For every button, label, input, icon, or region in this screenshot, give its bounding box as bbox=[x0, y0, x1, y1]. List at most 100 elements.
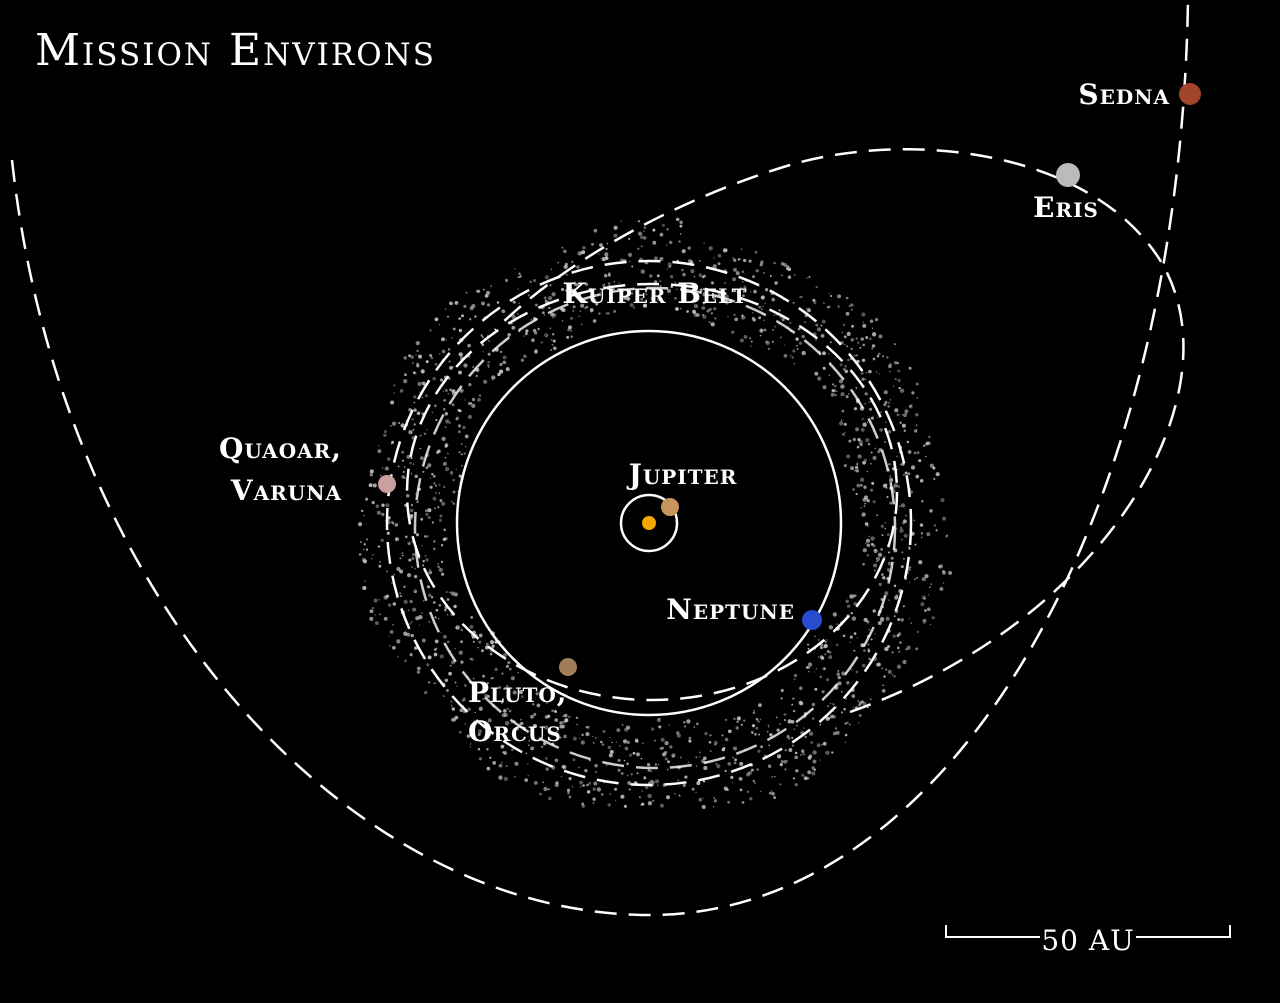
belt-dot bbox=[465, 723, 466, 724]
belt-dot bbox=[602, 743, 605, 746]
belt-dot bbox=[514, 776, 515, 777]
belt-dot bbox=[884, 522, 886, 524]
belt-dot bbox=[809, 754, 813, 758]
belt-dot bbox=[845, 698, 847, 700]
belt-dot bbox=[758, 316, 761, 319]
belt-dot bbox=[427, 585, 430, 588]
belt-dot bbox=[844, 335, 847, 338]
belt-dot bbox=[920, 602, 924, 606]
belt-dot bbox=[850, 348, 852, 350]
belt-dot bbox=[874, 549, 878, 553]
belt-dot bbox=[377, 511, 381, 515]
body-label: Pluto, bbox=[468, 676, 568, 709]
belt-dot bbox=[381, 513, 384, 516]
belt-dot bbox=[727, 316, 728, 317]
belt-dot bbox=[521, 359, 524, 362]
belt-dot bbox=[436, 451, 439, 454]
belt-dot bbox=[683, 721, 685, 723]
belt-dot bbox=[552, 317, 554, 319]
belt-dot bbox=[430, 486, 433, 489]
belt-dot bbox=[565, 263, 568, 266]
belt-dot bbox=[724, 249, 725, 250]
belt-dot bbox=[592, 798, 595, 801]
belt-dot bbox=[476, 375, 478, 377]
belt-dot bbox=[415, 372, 417, 374]
belt-dot bbox=[741, 315, 743, 317]
belt-dot bbox=[836, 623, 838, 625]
belt-dot bbox=[591, 243, 594, 246]
belt-dot bbox=[888, 599, 890, 601]
belt-dot bbox=[782, 318, 785, 321]
belt-dot bbox=[581, 734, 583, 736]
belt-dot bbox=[449, 591, 451, 593]
belt-dot bbox=[665, 757, 668, 760]
belt-dot bbox=[711, 312, 713, 314]
belt-dot bbox=[420, 448, 421, 449]
belt-dot bbox=[365, 498, 368, 501]
belt-dot bbox=[578, 767, 580, 769]
belt-dot bbox=[770, 275, 772, 277]
belt-dot bbox=[814, 688, 817, 691]
belt-dot bbox=[450, 665, 452, 667]
belt-dot bbox=[552, 333, 554, 335]
body-label: Neptune bbox=[666, 593, 795, 626]
belt-dot bbox=[468, 415, 472, 419]
belt-dot bbox=[873, 609, 876, 612]
belt-dot bbox=[514, 762, 518, 766]
belt-dot bbox=[867, 471, 868, 472]
belt-dot bbox=[732, 757, 734, 759]
belt-dot bbox=[416, 533, 419, 536]
belt-dot bbox=[873, 358, 876, 361]
belt-dot bbox=[684, 725, 686, 727]
belt-dot bbox=[568, 777, 571, 780]
belt-dot bbox=[845, 742, 846, 743]
belt-dot bbox=[845, 600, 848, 603]
belt-dot bbox=[629, 789, 631, 791]
belt-dot bbox=[872, 544, 875, 547]
belt-dot bbox=[904, 534, 908, 538]
belt-dot bbox=[939, 587, 943, 591]
belt-dot bbox=[849, 306, 851, 308]
belt-dot bbox=[672, 756, 674, 758]
belt-dot bbox=[835, 358, 836, 359]
belt-dot bbox=[443, 538, 446, 541]
belt-dot bbox=[928, 436, 930, 438]
belt-dot bbox=[373, 483, 377, 487]
belt-dot bbox=[863, 649, 866, 652]
belt-dot bbox=[759, 306, 762, 309]
belt-dot bbox=[847, 332, 851, 336]
belt-dot bbox=[386, 570, 388, 572]
belt-dot bbox=[851, 325, 854, 328]
belt-dot bbox=[882, 534, 884, 536]
belt-dot bbox=[740, 789, 743, 792]
belt-dot bbox=[413, 463, 415, 465]
belt-dot bbox=[593, 782, 597, 786]
belt-dot bbox=[470, 658, 472, 660]
belt-dot bbox=[391, 443, 393, 445]
belt-dot bbox=[924, 623, 925, 624]
belt-dot bbox=[755, 251, 758, 254]
belt-dot bbox=[525, 332, 528, 335]
belt-dot bbox=[736, 726, 739, 729]
belt-dot bbox=[626, 763, 629, 766]
belt-dot bbox=[525, 329, 528, 332]
belt-dot bbox=[761, 308, 763, 310]
belt-dot bbox=[548, 296, 552, 300]
belt-dot bbox=[734, 318, 738, 322]
belt-dot bbox=[410, 509, 414, 513]
belt-dot bbox=[655, 779, 659, 783]
belt-dot bbox=[690, 269, 694, 273]
belt-dot bbox=[830, 295, 832, 297]
belt-dot bbox=[409, 623, 411, 625]
belt-dot bbox=[901, 565, 904, 568]
belt-dot bbox=[435, 419, 437, 421]
belt-dot bbox=[840, 384, 844, 388]
belt-dot bbox=[628, 238, 630, 240]
belt-dot bbox=[899, 387, 901, 389]
belt-dot bbox=[451, 303, 453, 305]
belt-dot bbox=[741, 248, 742, 249]
belt-dot bbox=[582, 805, 585, 808]
belt-dot bbox=[669, 241, 672, 244]
belt-dot bbox=[449, 361, 451, 363]
belt-dot bbox=[584, 769, 587, 772]
